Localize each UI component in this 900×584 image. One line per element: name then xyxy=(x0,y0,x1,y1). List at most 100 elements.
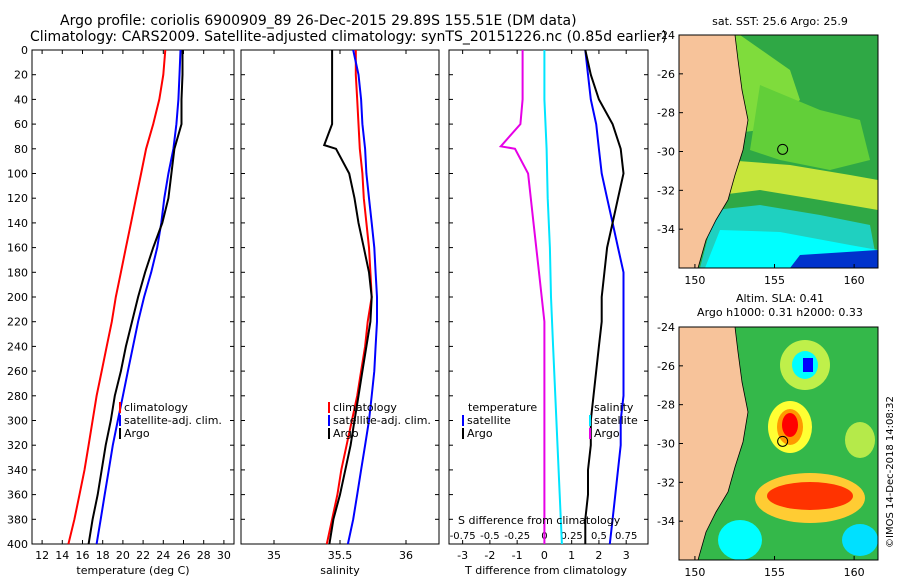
depth-tick-label: 40 xyxy=(14,93,28,106)
series-climatology xyxy=(67,49,167,545)
depth-tick-label: 400 xyxy=(7,538,28,551)
s-tick-label: 0.25 xyxy=(561,531,583,542)
depth-axis: 0 20 40 60 80 100 120 140 160 180 200 220 240 260 280 3… xyxy=(7,44,36,551)
t-difference-x-axis: -3 -2 -1 0 1 2 3 xyxy=(449,49,648,562)
map-y-tick-label: -24 xyxy=(657,29,675,42)
x-tick-label: 18 xyxy=(96,549,110,562)
sst-cold-patch xyxy=(790,250,878,268)
depth-tick-label: 320 xyxy=(7,439,28,452)
x-tick-label: 22 xyxy=(136,549,150,562)
depth-tick-label: 300 xyxy=(7,415,28,428)
temperature-xlabel: temperature (deg C) xyxy=(76,564,189,577)
depth-tick-label: 200 xyxy=(7,291,28,304)
sla-argo-marker xyxy=(777,435,789,447)
salinity-x-axis: 35 35.5 36 xyxy=(241,49,439,562)
series-t-satellite xyxy=(584,49,625,545)
x-tick-label: 2 xyxy=(595,549,602,562)
legend-satellite: satellite-adj. clim. xyxy=(333,414,431,427)
x-tick-label: -3 xyxy=(457,549,468,562)
map-x-tick-label: 160 xyxy=(844,274,865,287)
legend-argo: Argo xyxy=(124,427,150,440)
map-y-tick-label: -30 xyxy=(657,146,675,159)
depth-tick-label: 260 xyxy=(7,365,28,378)
map-x-tick-label: 150 xyxy=(684,566,705,579)
map-x-tick-label: 160 xyxy=(844,566,865,579)
depth-tick-label: 20 xyxy=(14,69,28,82)
difference-lines xyxy=(498,49,625,545)
series-s-argo xyxy=(498,50,546,544)
series-argo xyxy=(87,50,184,545)
x-tick-label: 0 xyxy=(541,549,548,562)
depth-tick-label: 60 xyxy=(14,118,28,131)
map-x-tick-label: 155 xyxy=(764,566,785,579)
map-y-tick-label: -26 xyxy=(657,68,675,81)
x-tick-label: 3 xyxy=(623,549,630,562)
depth-tick-label: 180 xyxy=(7,266,28,279)
legend-climatology: climatology xyxy=(124,401,188,414)
difference-legend-salinity: salinity satellite Argo xyxy=(589,401,638,440)
sst-yellow-band xyxy=(720,160,878,210)
sla-low-3 xyxy=(842,524,878,556)
legend-s-argo: Argo xyxy=(594,427,620,440)
map-y-tick-label: -24 xyxy=(657,321,675,334)
salinity-panel: 35 35.5 36 climatology satellite-adj. clim… xyxy=(240,49,440,577)
sla-high-2 xyxy=(767,482,853,510)
depth-tick-label: 100 xyxy=(7,168,28,181)
depth-tick-label: 160 xyxy=(7,242,28,255)
sst-map-field xyxy=(679,35,878,268)
x-tick-label: 20 xyxy=(116,549,130,562)
temperature-panel: 0 20 40 60 80 100 120 140 160 180 200 220 240 260 280 3… xyxy=(7,44,235,577)
depth-tick-label: 380 xyxy=(7,513,28,526)
map-y-tick-label: -34 xyxy=(657,223,675,236)
t-difference-xlabel: T difference from climatology xyxy=(464,564,627,577)
sst-map-axes: 150 155 160 -24 -26 -28 -30 -32 -34 xyxy=(657,29,865,287)
depth-tick-label: 360 xyxy=(7,489,28,502)
x-tick-label: 1 xyxy=(568,549,575,562)
x-tick-label: 14 xyxy=(55,549,69,562)
depth-tick-label: 240 xyxy=(7,340,28,353)
sla-map-title-1: Altim. SLA: 0.41 xyxy=(736,292,824,305)
map-y-tick-label: -26 xyxy=(657,360,675,373)
title-line-2: Climatology: CARS2009. Satellite-adjuste… xyxy=(30,29,667,45)
depth-tick-label: 340 xyxy=(7,464,28,477)
sla-map-axes: 150 155 160 -24 -26 -28 -30 -32 -34 xyxy=(657,321,865,579)
sst-map: sat. SST: 25.6 Argo: 25.9 150 155 160 -24 -2… xyxy=(657,15,879,287)
sla-map: Altim. SLA: 0.41 Argo h1000: 0.31 h2000:… xyxy=(657,292,879,579)
x-tick-label: 36 xyxy=(399,549,413,562)
temperature-x-axis: 12 14 16 18 20 22 24 26 28 30 xyxy=(35,49,234,562)
s-difference-label: S difference from climatology xyxy=(458,514,621,527)
salinity-xlabel: salinity xyxy=(320,564,360,577)
depth-tick-label: 140 xyxy=(7,217,28,230)
s-tick-label: -0.25 xyxy=(504,531,530,542)
difference-panel: -3 -2 -1 0 1 2 3 -0.75 -0.5 -0.25 0 0.25 0.5 0.75 te… xyxy=(448,49,649,577)
sst-argo-marker xyxy=(777,143,789,155)
series-satellite-adj-clim- xyxy=(95,49,182,545)
series-s-satellite xyxy=(543,50,563,545)
map-y-tick-label: -28 xyxy=(657,107,675,120)
sst-land xyxy=(679,35,749,268)
depth-tick-label: 220 xyxy=(7,316,28,329)
sla-land xyxy=(679,327,749,560)
salinity-frame xyxy=(240,49,440,545)
s-tick-label: -0.5 xyxy=(480,531,500,542)
temperature-frame xyxy=(31,49,235,545)
depth-tick-label: 120 xyxy=(7,192,28,205)
legend-argo: Argo xyxy=(333,427,359,440)
legend-t-argo: Argo xyxy=(467,427,493,440)
x-tick-label: 28 xyxy=(197,549,211,562)
map-y-tick-label: -34 xyxy=(657,515,675,528)
depth-tick-label: 280 xyxy=(7,390,28,403)
map-y-tick-label: -28 xyxy=(657,399,675,412)
s-tick-label: 0.5 xyxy=(591,531,607,542)
series-satellite-adj-clim- xyxy=(346,49,378,545)
sst-map-title: sat. SST: 25.6 Argo: 25.9 xyxy=(712,15,848,28)
temperature-lines xyxy=(67,49,184,545)
x-tick-label: -2 xyxy=(484,549,495,562)
s-tick-label: -0.75 xyxy=(450,531,476,542)
map-y-tick-label: -32 xyxy=(657,476,675,489)
salinity-lines xyxy=(322,49,378,545)
sla-low-core-1 xyxy=(803,358,813,372)
sst-mid-band xyxy=(750,85,870,170)
x-tick-label: 35 xyxy=(267,549,281,562)
